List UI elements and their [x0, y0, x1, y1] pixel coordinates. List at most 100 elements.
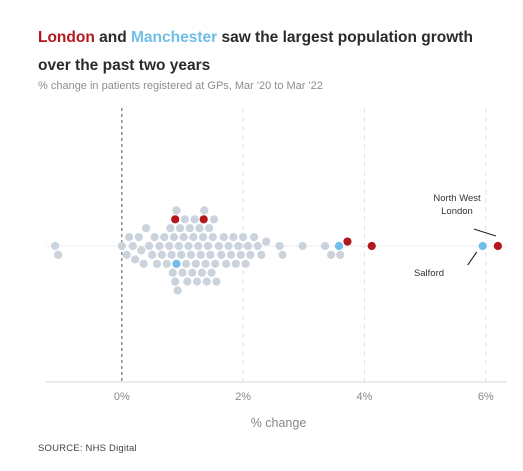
annotation-layer: North West London Salford	[414, 193, 497, 279]
area-dot	[207, 268, 216, 277]
area-dot	[174, 241, 183, 251]
area-dot	[253, 241, 262, 251]
area-dot	[167, 250, 176, 259]
area-dot	[249, 233, 259, 242]
area-dot	[229, 233, 238, 242]
area-dot	[160, 233, 169, 242]
area-dot	[165, 241, 174, 251]
area-dot	[152, 259, 162, 268]
area-dot	[239, 233, 248, 242]
area-dot	[246, 250, 255, 259]
x-tick-label: 0%	[114, 391, 130, 403]
area-dot	[184, 241, 193, 251]
area-dot	[185, 224, 194, 233]
area-dot	[214, 241, 223, 251]
area-dot	[145, 241, 154, 251]
manchester-dot	[172, 259, 181, 268]
annotation-leader-salford	[467, 251, 478, 266]
title-rest: saw the largest population growth over t…	[38, 29, 473, 74]
area-dot	[222, 259, 231, 268]
area-dot	[197, 268, 206, 277]
area-dot	[134, 233, 143, 242]
london-dot	[171, 215, 180, 224]
area-dot	[166, 224, 175, 233]
area-dot	[54, 250, 63, 259]
area-dot	[191, 259, 200, 268]
london-dot	[199, 215, 208, 224]
area-dot	[175, 224, 185, 233]
area-dot	[178, 268, 187, 277]
title-manchester-highlight: Manchester	[130, 29, 218, 46]
area-dot	[205, 224, 214, 233]
title-london-highlight: London	[38, 29, 95, 46]
area-dot	[336, 250, 345, 259]
x-tick-label: 2%	[235, 391, 251, 403]
area-dot	[202, 277, 211, 286]
area-dot	[196, 250, 205, 259]
area-dot	[199, 233, 208, 242]
area-dot	[157, 250, 166, 259]
area-dot	[200, 206, 209, 215]
area-dot	[150, 233, 159, 242]
area-dot	[201, 259, 210, 268]
area-dot	[171, 277, 180, 286]
london-dot	[343, 237, 352, 246]
area-dot	[186, 250, 196, 259]
manchester-dot	[478, 241, 487, 251]
area-dot	[206, 250, 215, 259]
area-dot	[298, 241, 307, 251]
area-dot	[162, 259, 171, 268]
annotation-salford: Salford	[414, 268, 444, 279]
area-dot	[131, 255, 140, 264]
area-dot	[257, 250, 266, 259]
area-dot	[117, 241, 126, 251]
area-dot	[125, 233, 134, 242]
source-note: SOURCE: NHS Digital	[38, 443, 137, 454]
x-axis-label: % change	[251, 416, 307, 430]
london-dot	[367, 241, 376, 251]
annotation-line-2: London	[441, 206, 473, 217]
area-dot	[169, 233, 179, 242]
area-dot	[320, 241, 330, 251]
area-dot	[128, 241, 137, 251]
annotation-north-west-london: North West London	[433, 193, 481, 217]
chart-title: London and Manchester saw the largest po…	[38, 24, 508, 80]
area-dot	[148, 250, 157, 259]
area-dot	[182, 259, 191, 268]
area-dot	[326, 250, 336, 259]
area-dot	[168, 268, 177, 277]
area-dot	[219, 233, 228, 242]
x-axis: 0% 2% 4% 6% % change	[46, 381, 507, 430]
area-dot	[226, 250, 236, 259]
x-tick-label: 6%	[478, 391, 494, 403]
area-dot	[141, 224, 151, 233]
area-dot	[241, 259, 250, 268]
area-dot	[217, 250, 226, 259]
area-dot	[155, 241, 164, 251]
annotation-line-1: North West	[433, 193, 481, 204]
area-dot	[211, 259, 220, 268]
area-dot	[208, 233, 217, 242]
annotation-leader-north-west-london	[473, 228, 497, 237]
area-dot	[177, 250, 186, 259]
area-dot	[236, 250, 245, 259]
area-dot	[231, 259, 240, 268]
area-dot	[137, 246, 146, 255]
area-dot	[275, 241, 284, 251]
chart-subtitle: % change in patients registered at GPs, …	[38, 80, 323, 92]
area-dot	[190, 215, 199, 224]
area-dot	[180, 215, 190, 224]
area-dot	[243, 241, 253, 251]
area-dot	[188, 268, 197, 277]
area-dot	[179, 233, 188, 242]
area-dot	[139, 259, 148, 268]
area-dot	[224, 241, 233, 251]
area-dot	[122, 250, 131, 259]
manchester-dot	[334, 241, 344, 251]
area-dot	[189, 233, 198, 242]
area-dot	[278, 250, 287, 259]
area-dot	[50, 241, 60, 251]
area-dot	[195, 224, 204, 233]
area-dot	[262, 237, 271, 246]
